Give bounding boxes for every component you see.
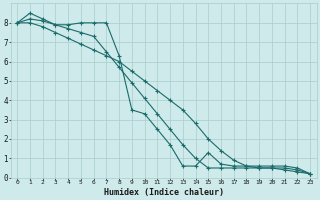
X-axis label: Humidex (Indice chaleur): Humidex (Indice chaleur) (104, 188, 224, 197)
